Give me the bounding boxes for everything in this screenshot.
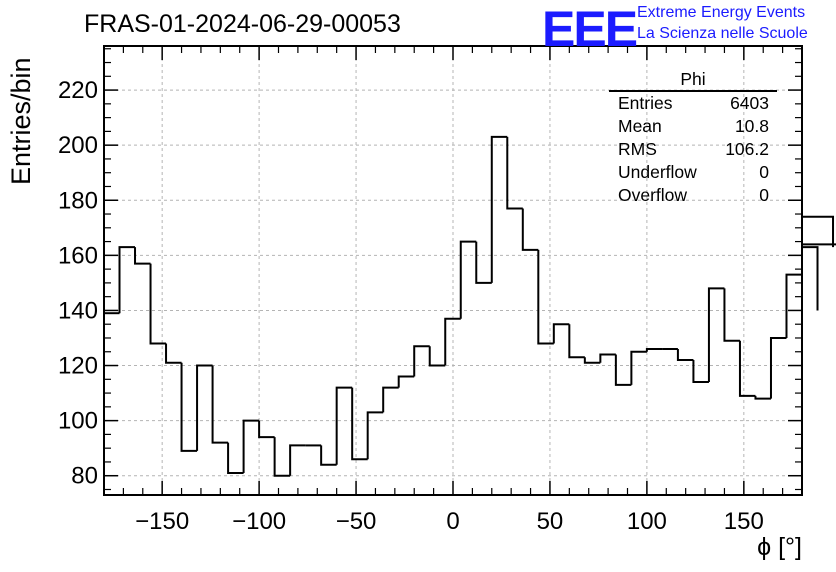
stat-value: 0 <box>759 185 769 205</box>
histogram-bin <box>645 348 663 352</box>
histogram-bin <box>583 357 601 364</box>
stat-row-mean: Mean 10.8 <box>609 115 777 138</box>
histogram-bins <box>104 135 836 477</box>
histogram-bin <box>165 343 182 364</box>
y-tick-label: 100 <box>58 408 98 435</box>
stat-value: 6403 <box>730 93 769 113</box>
histogram-bin <box>289 444 306 476</box>
histogram-bin <box>211 365 229 444</box>
histogram-bin <box>785 273 802 338</box>
histogram-bin <box>118 246 136 314</box>
histogram-bin <box>382 386 399 413</box>
eee-logo: EEE <box>542 1 638 57</box>
histogram-bin <box>335 386 353 465</box>
histogram-bin <box>537 249 554 345</box>
histogram-bin <box>769 336 787 399</box>
x-tick-label: −150 <box>135 508 189 535</box>
grid-lines <box>104 46 802 495</box>
y-tick-label: 200 <box>58 132 98 159</box>
x-tick-label: 100 <box>627 508 667 535</box>
histogram-bin <box>630 350 647 385</box>
histogram-bin <box>568 324 585 359</box>
stats-box: Phi Entries 6403 Mean 10.8 RMS 106.2 Und… <box>609 70 777 207</box>
y-tick-label: 120 <box>58 353 98 380</box>
histogram-bin <box>258 420 275 439</box>
histogram-bin <box>490 135 508 283</box>
histogram-bin <box>676 349 694 362</box>
stat-value: 10.8 <box>734 116 769 136</box>
histogram-bin <box>134 247 151 265</box>
histogram-bin <box>459 240 477 319</box>
histogram-bin <box>599 353 616 363</box>
y-tick-label: 140 <box>58 297 98 324</box>
x-tick-label: 0 <box>446 508 459 535</box>
histogram-bin <box>802 215 835 248</box>
x-axis-label: ϕ [°] <box>757 533 802 561</box>
x-tick-label: 150 <box>724 508 764 535</box>
x-tick-label: −50 <box>336 508 377 535</box>
histogram-bin <box>707 287 725 383</box>
stat-label: Mean <box>618 116 662 136</box>
histogram-bin <box>506 136 523 210</box>
histogram-bin <box>242 419 260 473</box>
y-tick-label: 80 <box>71 463 98 490</box>
tick-labels: −150 −100 −50 0 50 100 150 80 100 120 140 160 180 200… <box>58 77 764 535</box>
stat-label: Overflow <box>618 185 688 205</box>
x-tick-label: 50 <box>537 508 564 535</box>
histogram-bin <box>802 243 836 246</box>
histogram-bin <box>723 288 740 342</box>
histogram-bin <box>738 340 756 397</box>
stat-row-entries: Entries 6403 <box>609 92 777 115</box>
histogram-bin <box>692 360 709 384</box>
stat-row-underflow: Underflow 0 <box>609 161 777 184</box>
histogram-bin <box>413 345 430 377</box>
histogram-bin <box>320 445 337 466</box>
histogram-bin <box>754 395 771 400</box>
histogram-bin <box>366 411 384 460</box>
histogram-bin <box>196 364 213 451</box>
y-tick-label: 180 <box>58 187 98 214</box>
histogram-bin <box>552 323 570 344</box>
histogram-bin <box>802 246 819 311</box>
histogram-bin <box>475 241 492 284</box>
x-tick-label: −100 <box>232 508 286 535</box>
stat-label: Entries <box>618 93 673 113</box>
stat-label: Underflow <box>618 162 697 182</box>
stat-value: 0 <box>759 162 769 182</box>
stat-label: RMS <box>618 139 657 159</box>
histogram-bin <box>614 354 632 386</box>
histogram-bin <box>521 208 539 251</box>
stat-row-overflow: Overflow 0 <box>609 184 777 207</box>
histogram-bin <box>351 387 368 461</box>
histogram-bin <box>397 375 415 388</box>
histogram-bin <box>149 263 167 345</box>
stats-title: Phi <box>609 70 777 92</box>
histogram-bin <box>227 442 244 474</box>
stat-value: 106.2 <box>725 139 769 159</box>
histogram-bin <box>273 437 291 477</box>
y-axis-label: Entries/bin <box>6 57 36 185</box>
y-tick-label: 160 <box>58 242 98 269</box>
histogram-bin <box>444 317 461 366</box>
histogram-bin <box>180 362 198 452</box>
y-tick-label: 220 <box>58 77 98 104</box>
chart-title: FRAS-01-2024-06-29-00053 <box>84 10 401 38</box>
logo-tagline-2: La Scienza nelle Scuole <box>637 25 808 42</box>
histogram-bin <box>428 346 446 367</box>
logo-tagline-1: Extreme Energy Events <box>637 4 806 21</box>
stat-row-rms: RMS 106.2 <box>609 138 777 161</box>
axis-ticks <box>104 46 802 495</box>
